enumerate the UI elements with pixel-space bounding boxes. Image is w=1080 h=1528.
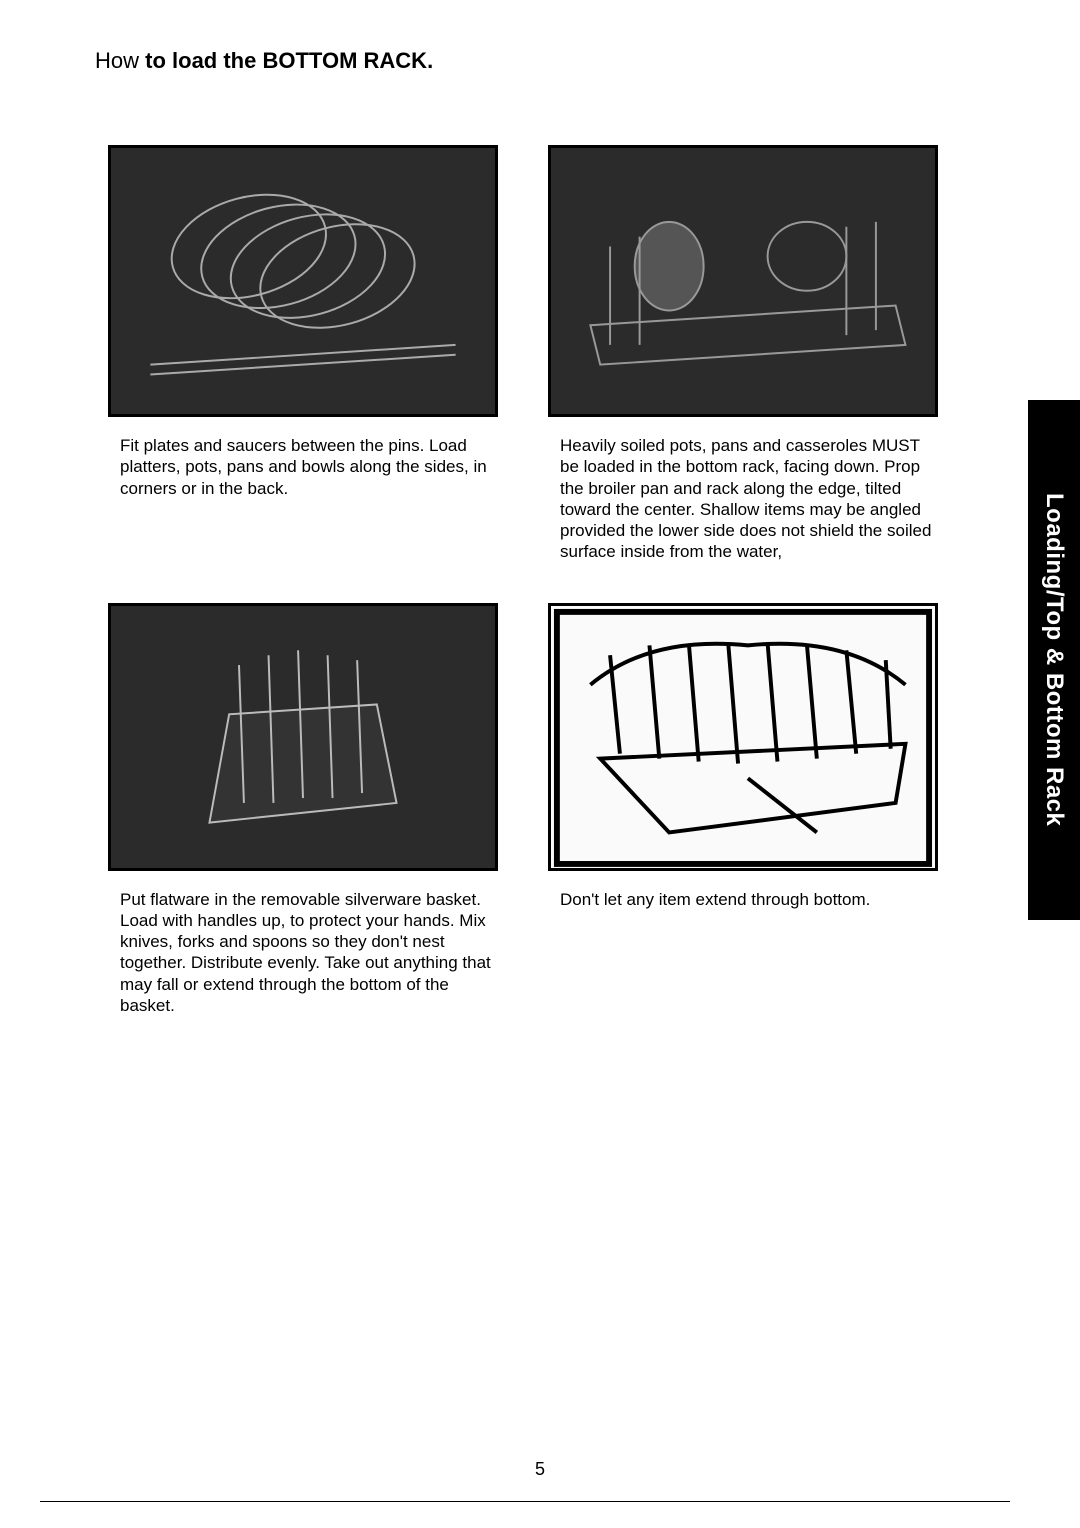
image-silverware-basket [108, 603, 498, 871]
image-plates-rack [108, 145, 498, 417]
rack-illustration-icon [111, 148, 495, 416]
caption-flatware: Put flatware in the removable silverware… [108, 889, 498, 1017]
side-tab: Loading/Top & Bottom Rack [1028, 400, 1080, 920]
block-plates: Fit plates and saucers between the pins.… [108, 145, 498, 563]
page-title: How to load the BOTTOM RACK. [95, 48, 433, 74]
content-grid: Fit plates and saucers between the pins.… [108, 145, 938, 1016]
side-tab-label: Loading/Top & Bottom Rack [1040, 493, 1068, 826]
basket-illustration-icon [111, 606, 495, 870]
caption-bottom-warning: Don't let any item extend through bottom… [548, 889, 938, 910]
title-bold2: BOTTOM RACK. [262, 48, 433, 73]
block-flatware: Put flatware in the removable silverware… [108, 603, 498, 1017]
footer-divider [40, 1501, 1010, 1502]
image-pots-rack [548, 145, 938, 417]
caption-pots: Heavily soiled pots, pans and casseroles… [548, 435, 938, 563]
caption-plates: Fit plates and saucers between the pins.… [108, 435, 498, 499]
title-bold1: to load the [145, 48, 256, 73]
page-number: 5 [535, 1459, 545, 1480]
title-prefix: How [95, 48, 139, 73]
rack-bottom-illustration-icon [551, 606, 935, 870]
rack-illustration-icon [551, 148, 935, 416]
block-pots: Heavily soiled pots, pans and casseroles… [548, 145, 938, 563]
block-bottom-warning: Don't let any item extend through bottom… [548, 603, 938, 1017]
image-rack-bottom [548, 603, 938, 871]
